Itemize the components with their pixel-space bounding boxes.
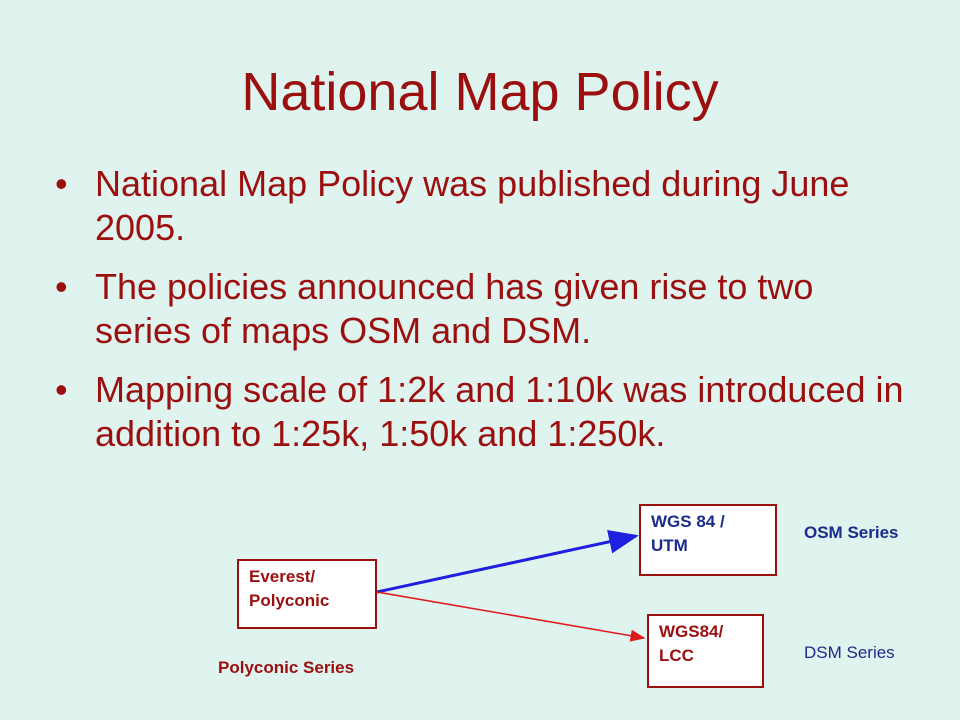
box-wgs84-utm: WGS 84 / UTM bbox=[639, 504, 777, 576]
bullet-list: • National Map Policy was published duri… bbox=[55, 162, 915, 471]
bullet-dot: • bbox=[55, 163, 68, 204]
bullet-dot: • bbox=[55, 266, 68, 307]
bullet-text: Mapping scale of 1:2k and 1:10k was intr… bbox=[95, 369, 904, 454]
bullet-text: The policies announced has given rise to… bbox=[95, 266, 814, 351]
bullet-item: • The policies announced has given rise … bbox=[55, 265, 915, 353]
box-wgs84-lcc: WGS84/ LCC bbox=[647, 614, 764, 688]
bullet-item: • National Map Policy was published duri… bbox=[55, 162, 915, 250]
arrow-to-wgs84-utm bbox=[376, 529, 639, 594]
polyconic-series-label: Polyconic Series bbox=[218, 658, 355, 677]
slide-title: National Map Policy bbox=[241, 62, 719, 122]
osm-series-label: OSM Series bbox=[804, 523, 899, 542]
box-wgs84-utm-label: WGS 84 / UTM bbox=[651, 512, 725, 555]
box-wgs84-lcc-label: WGS84/ LCC bbox=[659, 622, 724, 665]
dsm-series-label: DSM Series bbox=[804, 643, 895, 662]
box-everest-polyconic: Everest/ Polyconic bbox=[237, 559, 377, 629]
box-everest-polyconic-label: Everest/ Polyconic bbox=[249, 567, 330, 610]
bullet-text: National Map Policy was published during… bbox=[95, 163, 850, 248]
bullet-item: • Mapping scale of 1:2k and 1:10k was in… bbox=[55, 368, 915, 456]
bullet-dot: • bbox=[55, 369, 68, 410]
arrow-to-wgs84-lcc bbox=[376, 591, 646, 642]
